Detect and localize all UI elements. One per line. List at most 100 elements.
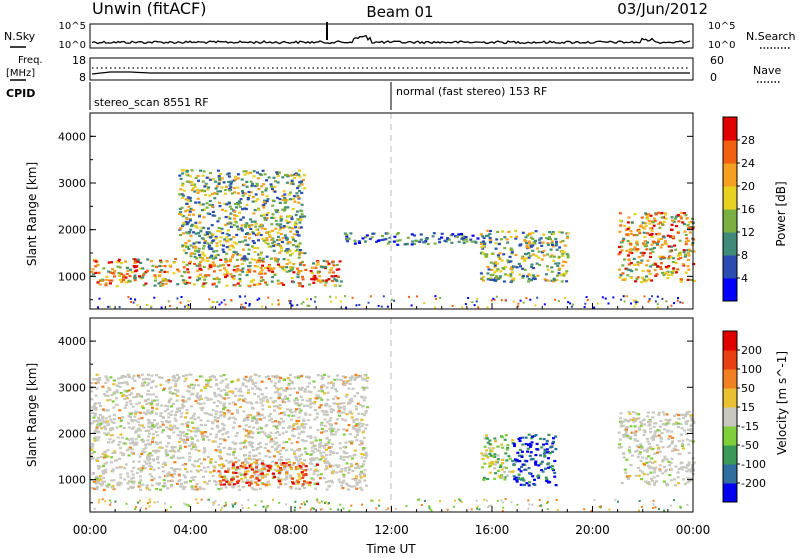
noise-cell <box>605 298 607 300</box>
echo-cell <box>349 383 352 385</box>
echo-cell <box>286 174 289 176</box>
echo-cell <box>288 400 291 402</box>
echo-cell <box>159 489 162 491</box>
echo-cell <box>280 456 283 458</box>
echo-cell <box>144 399 147 401</box>
echo-cell <box>303 487 306 489</box>
noise-cell <box>356 304 358 306</box>
echo-cell <box>251 407 254 409</box>
echo-cell <box>497 446 500 448</box>
echo-cell <box>657 234 660 236</box>
echo-cell <box>103 432 106 434</box>
echo-cell <box>308 283 311 285</box>
echo-cell <box>134 411 137 413</box>
noise-cell <box>294 507 296 509</box>
echo-cell <box>114 452 117 454</box>
echo-cell <box>277 451 280 453</box>
echo-cell <box>278 239 281 241</box>
echo-cell <box>319 477 322 479</box>
echo-cell <box>618 246 621 248</box>
echo-cell <box>438 241 441 243</box>
echo-cell <box>232 427 235 429</box>
noise-cell <box>308 305 310 307</box>
echo-cell <box>490 455 493 457</box>
echo-cell <box>262 204 265 206</box>
echo-cell <box>268 266 271 268</box>
nave-tick-bottom: 0 <box>710 71 717 84</box>
echo-cell <box>138 275 141 277</box>
noise-cell <box>517 303 519 305</box>
echo-cell <box>242 268 245 270</box>
noise-cell <box>556 499 558 501</box>
echo-cell <box>519 437 522 439</box>
echo-cell <box>223 238 226 240</box>
echo-cell <box>324 468 327 470</box>
echo-cell <box>629 243 632 245</box>
echo-cell <box>102 267 105 269</box>
echo-cell <box>670 458 673 460</box>
echo-cell <box>221 228 224 230</box>
echo-cell <box>238 274 241 276</box>
power-colorbar-tick-label: 28 <box>741 134 755 147</box>
echo-cell <box>653 247 656 249</box>
echo-cell <box>236 265 239 267</box>
echo-cell <box>346 484 349 486</box>
echo-cell <box>154 285 157 287</box>
echo-cell <box>396 244 399 246</box>
echo-cell <box>296 231 299 233</box>
echo-cell <box>246 479 249 481</box>
echo-cell <box>525 236 528 238</box>
echo-cell <box>415 240 418 242</box>
echo-cell <box>536 448 539 450</box>
echo-cell <box>361 413 364 415</box>
echo-cell <box>200 469 203 471</box>
date-title: 03/Jun/2012 <box>617 0 708 18</box>
echo-cell <box>519 244 522 246</box>
echo-cell <box>204 274 207 276</box>
echo-cell <box>522 258 525 260</box>
echo-cell <box>276 464 279 466</box>
echo-cell <box>119 452 122 454</box>
noise-cell <box>476 508 478 510</box>
echo-cell <box>250 482 253 484</box>
echo-cell <box>296 449 299 451</box>
echo-cell <box>522 232 525 234</box>
echo-cell <box>277 236 280 238</box>
echo-cell <box>269 465 272 467</box>
echo-cell <box>675 225 678 227</box>
echo-cell <box>188 391 191 393</box>
echo-cell <box>266 465 269 467</box>
velocity-ytick-label: 2000 <box>58 427 86 440</box>
echo-cell <box>250 467 253 469</box>
echo-cell <box>186 424 189 426</box>
echo-cell <box>318 446 321 448</box>
echo-cell <box>343 412 346 414</box>
echo-cell <box>158 450 161 452</box>
echo-cell <box>215 285 218 287</box>
echo-cell <box>191 438 194 440</box>
echo-cell <box>176 400 179 402</box>
echo-cell <box>219 449 222 451</box>
echo-cell <box>128 454 131 456</box>
echo-cell <box>217 388 220 390</box>
echo-cell <box>206 385 209 387</box>
echo-cell <box>261 460 264 462</box>
echo-cell <box>622 272 625 274</box>
echo-cell <box>466 240 469 242</box>
echo-cell <box>297 174 300 176</box>
echo-cell <box>636 445 639 447</box>
echo-cell <box>204 431 207 433</box>
echo-cell <box>286 252 289 254</box>
echo-cell <box>644 222 647 224</box>
noise-cell <box>213 301 215 303</box>
echo-cell <box>199 419 202 421</box>
echo-cell <box>251 221 254 223</box>
echo-cell <box>184 271 187 273</box>
echo-cell <box>235 251 238 253</box>
echo-cell <box>670 443 673 445</box>
noise-cell <box>686 504 688 506</box>
echo-cell <box>244 236 247 238</box>
echo-cell <box>330 267 333 269</box>
echo-cell <box>635 269 638 271</box>
echo-cell <box>219 430 222 432</box>
